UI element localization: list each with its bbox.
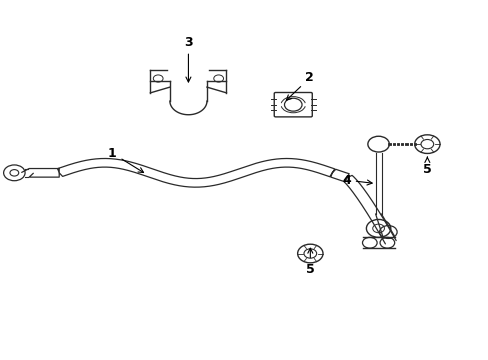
Text: 2: 2 (286, 71, 314, 100)
Text: 5: 5 (305, 248, 314, 276)
Text: 3: 3 (184, 36, 192, 82)
Text: 1: 1 (108, 147, 143, 172)
Text: 4: 4 (341, 174, 371, 186)
Text: 5: 5 (422, 157, 431, 176)
